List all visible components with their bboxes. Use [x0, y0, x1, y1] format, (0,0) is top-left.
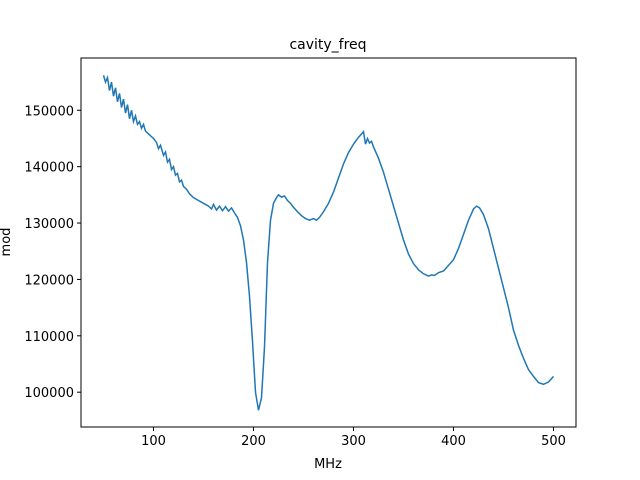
y-tick-label: 100000	[24, 386, 74, 401]
y-tick-label: 140000	[24, 161, 74, 176]
x-tick-label: 500	[541, 434, 566, 449]
x-tick-label: 100	[141, 434, 166, 449]
plot-frame	[80, 57, 577, 428]
data-line	[102, 74, 555, 411]
y-tick-label: 110000	[24, 330, 74, 345]
y-tick-label: 130000	[24, 217, 74, 232]
chart-title: cavity_freq	[289, 37, 366, 53]
x-axis-label: MHz	[314, 457, 342, 472]
y-tick-label: 120000	[24, 273, 74, 288]
x-tick-label: 300	[341, 434, 366, 449]
y-tick-label: 150000	[24, 104, 74, 119]
x-tick-label: 200	[241, 434, 266, 449]
y-axis-label: mod	[0, 228, 14, 257]
x-tick-label: 400	[441, 434, 466, 449]
